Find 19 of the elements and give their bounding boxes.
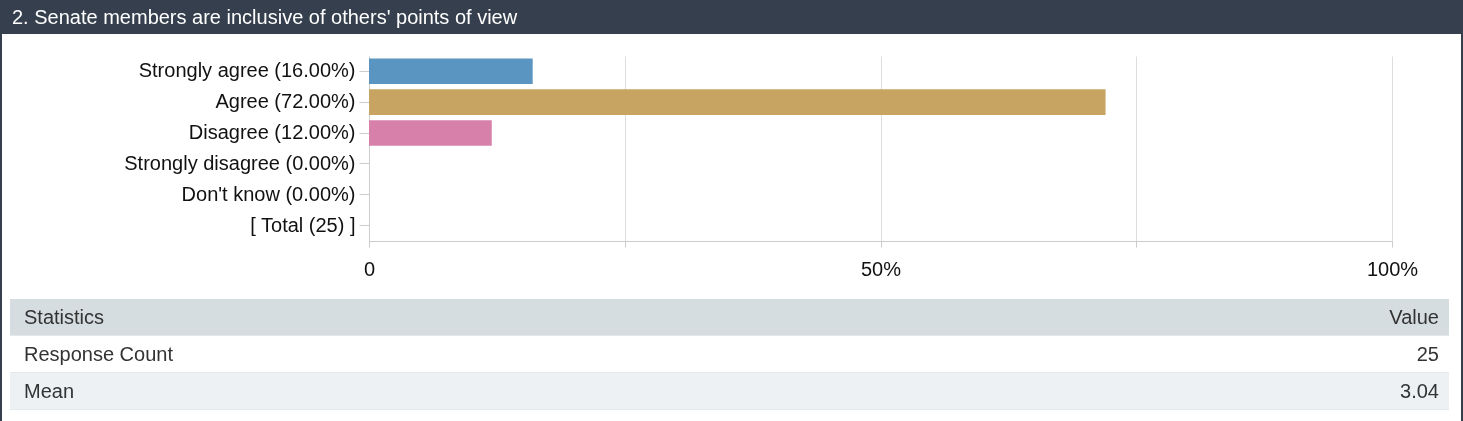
chart-title: 2. Senate members are inclusive of others' points of view xyxy=(2,0,1461,34)
y-tick-label: Agree (72.00%) xyxy=(215,90,356,113)
y-tick-label: Don't know (0.00%) xyxy=(181,182,356,205)
text: Mean xyxy=(24,379,75,404)
text: Value xyxy=(1389,305,1439,330)
y-tick-label: Strongly agree (16.00%) xyxy=(138,59,356,82)
y-tick-label: Disagree (12.00%) xyxy=(188,121,356,144)
x-tick-label: 0 xyxy=(363,257,376,280)
x-tick-label: 50% xyxy=(860,257,902,280)
y-tick-label: Strongly disagree (0.00%) xyxy=(124,151,356,174)
text: 3.04 xyxy=(1400,379,1439,404)
bar xyxy=(369,120,492,146)
x-tick-label: 100% xyxy=(1366,257,1419,280)
y-tick-label: [ Total (25) ] xyxy=(250,213,356,236)
bar xyxy=(369,89,1106,115)
text: Statistics xyxy=(24,305,105,330)
text: 25 xyxy=(1416,342,1439,367)
bar xyxy=(369,58,533,85)
text: Response Count xyxy=(24,342,173,367)
